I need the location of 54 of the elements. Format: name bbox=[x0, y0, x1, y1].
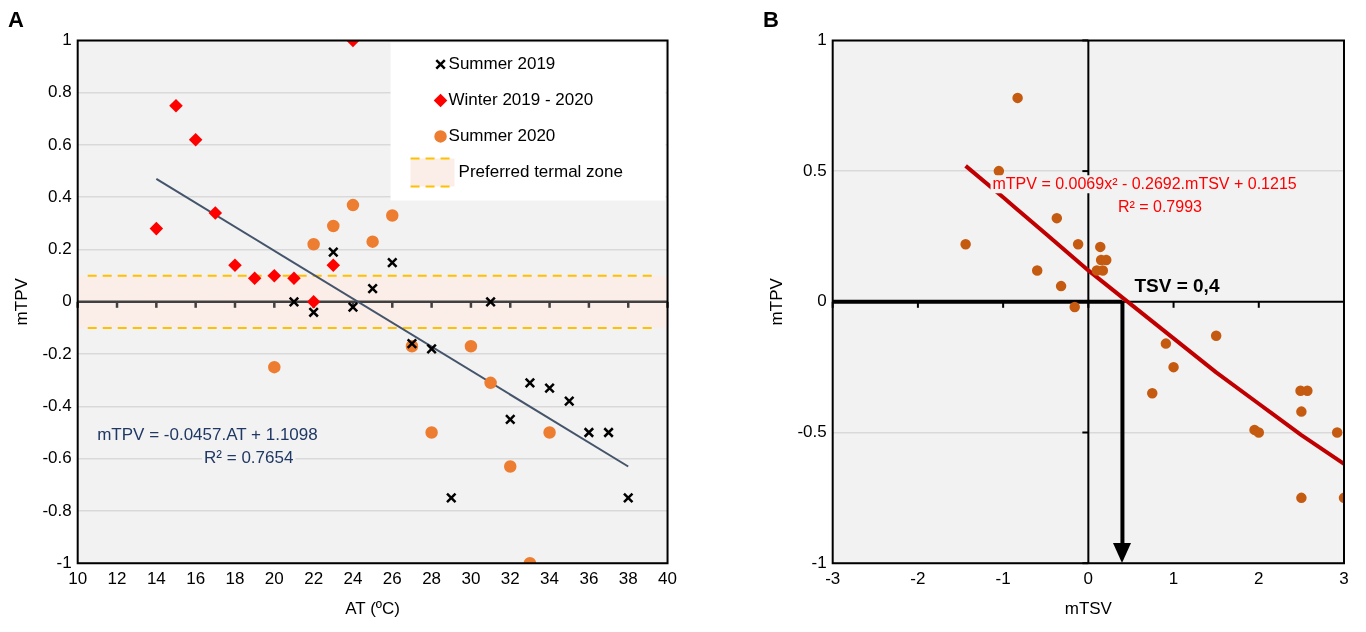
x-tick-label: 20 bbox=[264, 569, 284, 589]
y-tick-label: 1 bbox=[62, 30, 72, 50]
x-tick-label: -2 bbox=[910, 569, 926, 589]
chart-title: B bbox=[763, 7, 779, 33]
y-tick-label: 0.4 bbox=[48, 186, 72, 206]
y-tick-label: 0.6 bbox=[48, 134, 72, 154]
x-tick-label: 26 bbox=[382, 569, 402, 589]
x-tick-label: 3 bbox=[1339, 569, 1349, 589]
x-tick-label: 24 bbox=[343, 569, 363, 589]
x-tick-label: 36 bbox=[579, 569, 599, 589]
y-tick-label: -1 bbox=[811, 552, 827, 572]
x-axis-title: mTSV bbox=[1064, 599, 1113, 619]
x-tick-label: 0 bbox=[1083, 569, 1094, 589]
annotation: mTPV = -0.0457.AT + 1.1098 bbox=[97, 424, 318, 444]
legend-label: Winter 2019 - 2020 bbox=[448, 90, 594, 110]
legend-label: Summer 2020 bbox=[448, 126, 556, 146]
y-tick-label: -1 bbox=[56, 552, 72, 572]
x-tick-label: 10 bbox=[68, 569, 88, 589]
ref-line-label: TSV = 0,4 bbox=[1134, 274, 1220, 296]
y-tick-label: -0.5 bbox=[797, 422, 827, 442]
annotation: R² = 0.7654 bbox=[204, 448, 294, 468]
x-tick-label: 18 bbox=[225, 569, 245, 589]
y-tick-label: 0.2 bbox=[48, 239, 72, 259]
y-tick-label: -0.4 bbox=[42, 396, 72, 416]
legend-label: Preferred termal zone bbox=[458, 162, 623, 182]
x-axis-title: AT (ºC) bbox=[345, 599, 400, 619]
y-tick-label: 0 bbox=[817, 291, 827, 311]
chart-title: A bbox=[8, 7, 24, 33]
x-tick-label: -1 bbox=[995, 569, 1011, 589]
x-tick-label: 12 bbox=[107, 569, 127, 589]
y-tick-label: 0.5 bbox=[803, 160, 827, 180]
x-tick-label: 14 bbox=[146, 569, 166, 589]
y-axis-title: mTPV bbox=[766, 277, 786, 326]
legend-label: Summer 2019 bbox=[448, 54, 556, 74]
x-tick-label: 30 bbox=[461, 569, 481, 589]
y-tick-label: -0.8 bbox=[42, 500, 72, 520]
x-tick-label: 2 bbox=[1254, 569, 1264, 589]
y-tick-label: -0.6 bbox=[42, 448, 72, 468]
y-axis-title: mTPV bbox=[11, 277, 31, 326]
x-tick-label: 1 bbox=[1168, 569, 1179, 589]
x-tick-label: 32 bbox=[500, 569, 520, 589]
x-tick-label: 38 bbox=[618, 569, 638, 589]
x-tick-label: 28 bbox=[422, 569, 442, 589]
y-tick-label: 0 bbox=[62, 291, 72, 311]
x-tick-label: 34 bbox=[540, 569, 560, 589]
y-tick-label: 0.8 bbox=[48, 82, 72, 102]
annotation: mTPV = 0.0069x² - 0.2692.mTSV + 0.1215 bbox=[992, 174, 1297, 192]
y-tick-label: -0.2 bbox=[42, 343, 72, 363]
x-tick-label: 22 bbox=[304, 569, 324, 589]
x-tick-label: 16 bbox=[186, 569, 206, 589]
y-tick-label: 1 bbox=[817, 30, 827, 50]
annotation: R² = 0.7993 bbox=[1117, 198, 1203, 216]
x-tick-label: 40 bbox=[658, 569, 678, 589]
x-tick-label: -3 bbox=[825, 569, 841, 589]
